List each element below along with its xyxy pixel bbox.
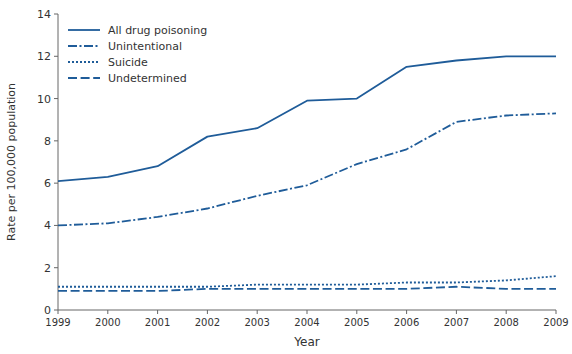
legend-swatch — [68, 61, 100, 63]
y-tick-label: 6 — [44, 177, 51, 190]
legend-swatch — [68, 45, 100, 47]
x-tick-label: 2001 — [145, 317, 170, 328]
x-tick — [157, 310, 158, 314]
legend-swatch — [68, 29, 100, 31]
y-tick-label: 2 — [44, 262, 51, 275]
x-tick — [58, 310, 59, 314]
x-tick-label: 2002 — [195, 317, 220, 328]
legend-label: Undetermined — [108, 72, 187, 85]
y-tick-label: 10 — [37, 93, 51, 106]
y-tick — [54, 225, 58, 226]
series-line — [58, 113, 556, 225]
x-tick-label: 2009 — [543, 317, 568, 328]
y-axis-label: Rate per 100,000 population — [5, 83, 18, 241]
x-tick — [356, 310, 357, 314]
series-line — [58, 276, 556, 287]
x-tick-label: 2008 — [493, 317, 518, 328]
y-tick — [54, 14, 58, 15]
x-tick — [107, 310, 108, 314]
x-tick-label: 2003 — [244, 317, 269, 328]
y-axis-line — [58, 14, 59, 310]
y-tick-label: 8 — [44, 135, 51, 148]
plot-area — [58, 56, 556, 291]
x-tick-label: 2005 — [344, 317, 369, 328]
y-tick — [54, 56, 58, 57]
y-tick — [54, 183, 58, 184]
x-tick — [406, 310, 407, 314]
x-tick-label: 2000 — [95, 317, 120, 328]
x-tick — [257, 310, 258, 314]
legend-label: All drug poisoning — [108, 24, 207, 37]
x-tick-label: 1999 — [45, 317, 70, 328]
series-line — [58, 287, 556, 291]
y-tick — [54, 98, 58, 99]
y-tick-label: 14 — [37, 8, 51, 21]
chart-container: 0 2 4 6 8 10 12 14 1999 2000 2001 2002 2003 2004 2005 2… — [0, 0, 572, 354]
x-axis-label: Year — [293, 335, 319, 349]
x-tick-label: 2004 — [294, 317, 319, 328]
y-tick-label: 4 — [44, 219, 51, 232]
x-tick-label: 2007 — [444, 317, 469, 328]
legend: All drug poisoning Unintentional Suicide Un… — [68, 24, 207, 85]
legend-label: Unintentional — [108, 40, 182, 53]
x-axis-line — [58, 310, 556, 311]
y-tick-label: 0 — [44, 304, 51, 317]
x-tick — [456, 310, 457, 314]
y-tick — [54, 310, 58, 311]
x-tick-label: 2006 — [394, 317, 419, 328]
legend-swatch — [68, 77, 100, 79]
x-tick — [506, 310, 507, 314]
chart-svg: 0 2 4 6 8 10 12 14 1999 2000 2001 2002 2003 2004 2005 2… — [0, 0, 572, 354]
y-tick-label: 12 — [37, 50, 51, 63]
x-tick — [207, 310, 208, 314]
legend-label: Suicide — [108, 56, 148, 69]
y-tick — [54, 140, 58, 141]
x-tick — [556, 310, 557, 314]
x-tick — [307, 310, 308, 314]
y-tick — [54, 267, 58, 268]
